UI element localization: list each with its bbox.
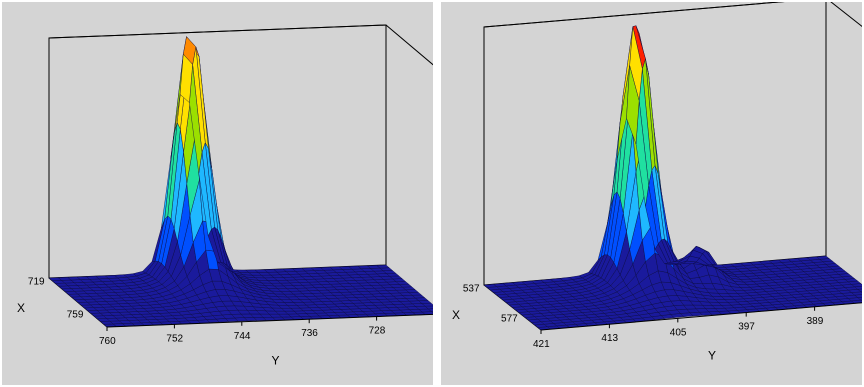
right-surface-chart: 0120002400036000480006000042141340539738… (452, 2, 862, 363)
x-tick-label: 537 (463, 283, 480, 294)
left-chart-panel: 0300060009000120001500076075274473672872… (2, 2, 433, 385)
y-axis-line (540, 302, 862, 331)
y-tick-label: 752 (166, 333, 183, 344)
frame-edge (483, 2, 785, 28)
y-tick-label: 405 (670, 327, 687, 338)
x-axis-label: X (17, 301, 25, 315)
y-tick-label: 397 (738, 322, 755, 333)
x-tick-label: 577 (501, 313, 518, 324)
y-axis-label: Y (272, 354, 280, 368)
x-tick-label: 759 (67, 309, 84, 320)
y-tick-label: 389 (807, 316, 824, 327)
y-tick-label: 760 (99, 336, 116, 347)
y-tick-label: 421 (533, 339, 550, 350)
surface-cell (179, 53, 193, 104)
y-tick-label: 744 (234, 331, 251, 342)
x-tick-label: 719 (28, 276, 45, 287)
y-axis-label: Y (708, 349, 716, 363)
y-tick-label: 413 (601, 333, 618, 344)
y-tick-label: 736 (301, 328, 318, 339)
frame-edge (385, 24, 433, 66)
surface-cell (626, 65, 640, 145)
frame-edge (48, 24, 387, 39)
left-surface-chart: 0300060009000120001500076075274473672872… (17, 24, 433, 368)
y-tick-label: 728 (369, 326, 386, 337)
frame-edge (830, 2, 862, 28)
right-chart-panel: 0120002400036000480006000042141340539738… (441, 2, 862, 385)
y-axis-line (106, 313, 433, 328)
x-axis-label: X (452, 308, 460, 322)
